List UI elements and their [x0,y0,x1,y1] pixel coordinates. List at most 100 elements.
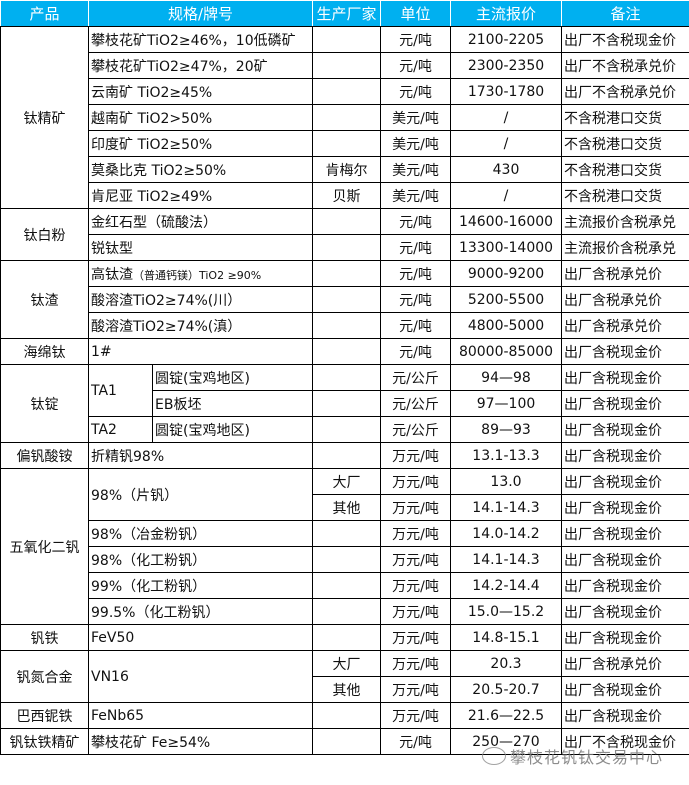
maker-cell [312,338,381,365]
price-cell: 21.6—22.5 [450,702,562,729]
maker-cell [312,572,381,599]
table-row: 锐钛型 元/吨 13300-14000 主流报价含税承兑 [1,234,689,261]
spec-text: 99%（化工粉钒） [91,578,207,595]
spec-text: 攀枝花矿 Fe≥54% [91,734,211,751]
price-cell: 80000-85000 [450,338,562,365]
note-cell: 主流报价含税承兑 [561,208,689,235]
spec-cell: 折精钒98% [88,442,313,469]
spec-cell: 肯尼亚 TiO2≥49% [88,182,313,209]
price-cell: 14.0-14.2 [450,520,562,547]
table-row: 钒钛铁精矿 攀枝花矿 Fe≥54% 元/吨 250—270 出厂不含税现金价 [0,728,689,755]
note-cell: 出厂含税现金价 [561,364,689,391]
header-maker: 生产厂家 [312,0,381,27]
note-cell: 出厂不含税承兑价 [561,78,689,105]
maker-cell [312,234,381,261]
product-cell: 偏钒酸铵 [0,442,89,469]
unit-cell: 美元/吨 [380,130,451,157]
table-row: 印度矿 TiO2≥50% 美元/吨 / 不含税港口交货 [1,130,689,157]
spec-text: 肯尼亚 TiO2≥49% [91,188,213,205]
spec-text: 高钛渣 [91,266,133,283]
price-cell: 4800-5000 [450,312,562,339]
sub-spec-cell: 圆锭(宝鸡地区) [152,364,313,391]
table-row: 越南矿 TiO2>50% 美元/吨 / 不含税港口交货 [1,104,689,131]
price-cell: 250—270 [450,728,562,755]
spec-detail: （普通钙镁）TiO2 ≥90% [133,268,262,282]
unit-cell: 万元/吨 [380,676,451,703]
price-cell: 2300-2350 [450,52,562,79]
header-unit: 单位 [380,0,451,27]
note-cell: 不含税港口交货 [561,182,689,209]
unit-cell: 元/吨 [380,286,451,313]
product-cell: 钒氮合金 [0,650,89,703]
header-product: 产品 [0,0,89,27]
header-note: 备注 [561,0,689,27]
spec-text: 攀枝花矿TiO2≥46%，10低磷矿 [91,32,296,49]
note-cell: 不含税港口交货 [561,156,689,183]
product-cell: 钛锭 [0,364,89,443]
note-cell: 出厂含税现金价 [561,572,689,599]
price-cell: 14.1-14.3 [450,546,562,573]
maker-cell [312,78,381,105]
spec-text: 酸溶渣TiO2≥74%(滇） [91,318,242,335]
maker-cell [312,390,381,417]
spec-cell: 攀枝花矿TiO2≥47%，20矿 [88,52,313,79]
unit-cell: 万元/吨 [380,520,451,547]
price-cell: / [450,104,562,131]
spec-text: FeV50 [91,629,135,646]
spec-cell: 98%（冶金粉钒） [88,520,313,547]
unit-cell: 美元/吨 [380,182,451,209]
table-row: 98%（冶金粉钒） 万元/吨 14.0-14.2 出厂含税现金价 [1,520,689,547]
maker-cell [312,416,381,443]
note-cell: 出厂含税现金价 [561,546,689,573]
unit-cell: 元/吨 [380,52,451,79]
maker-cell [312,546,381,573]
spec-text: 99.5%（化工粉钒） [91,604,220,621]
maker-cell [312,364,381,391]
unit-cell: 万元/吨 [380,598,451,625]
spec-cell: FeV50 [88,624,313,651]
price-cell: 20.3 [450,650,562,677]
spec-text: VN16 [91,668,129,685]
price-cell: 15.0—15.2 [450,598,562,625]
spec-cell: TA2 [88,416,153,443]
spec-text: 98%（化工粉钒） [91,552,207,569]
spec-text: FeNb65 [91,707,145,724]
spec-cell: 攀枝花矿TiO2≥46%，10低磷矿 [88,26,313,53]
watermark-text: 攀枝花钒钛交易中心 [510,748,664,767]
product-cell: 钛白粉 [0,208,89,261]
note-cell: 不含税港口交货 [561,104,689,131]
price-cell: 9000-9200 [450,260,562,287]
spec-cell: 莫桑比克 TiO2≥50% [88,156,313,183]
unit-cell: 万元/吨 [380,572,451,599]
spec-text: 莫桑比克 TiO2≥50% [91,162,227,179]
price-cell: 14.8-15.1 [450,624,562,651]
note-cell: 出厂含税现金价 [561,624,689,651]
table-row: 酸溶渣TiO2≥74%(滇） 元/吨 4800-5000 出厂含税承兑价 [1,312,689,339]
note-cell: 出厂含税承兑价 [561,286,689,313]
spec-text: 98%（片钒） [91,487,179,504]
table-row: 钛白粉 金红石型（硫酸法） 元/吨 14600-16000 主流报价含税承兑 [0,208,689,261]
unit-cell: 万元/吨 [380,468,451,495]
maker-cell: 其他 [312,676,381,703]
spec-cell: 云南矿 TiO2≥45% [88,78,313,105]
unit-cell: 元/吨 [380,728,451,755]
note-cell: 出厂含税现金价 [561,416,689,443]
maker-cell [312,130,381,157]
price-cell: 13.0 [450,468,562,495]
note-cell: 出厂不含税现金价 [561,728,689,755]
maker-cell: 其他 [312,494,381,521]
spec-cell: VN16 [88,650,313,703]
maker-cell [312,702,381,729]
table-row: 莫桑比克 TiO2≥50% 肯梅尔 美元/吨 430 不含税港口交货 [1,156,689,183]
spec-cell: 99.5%（化工粉钒） [88,598,313,625]
unit-cell: 元/吨 [380,78,451,105]
spec-cell: FeNb65 [88,702,313,729]
note-cell: 出厂不含税承兑价 [561,52,689,79]
maker-cell [312,624,381,651]
product-cell: 钒铁 [0,624,89,651]
spec-cell: 高钛渣（普通钙镁）TiO2 ≥90% [88,260,313,287]
spec-cell: 攀枝花矿 Fe≥54% [88,728,313,755]
table-row: 酸溶渣TiO2≥74%(川） 元/吨 5200-5500 出厂含税承兑价 [1,286,689,313]
maker-cell: 大厂 [312,468,381,495]
unit-cell: 万元/吨 [380,702,451,729]
